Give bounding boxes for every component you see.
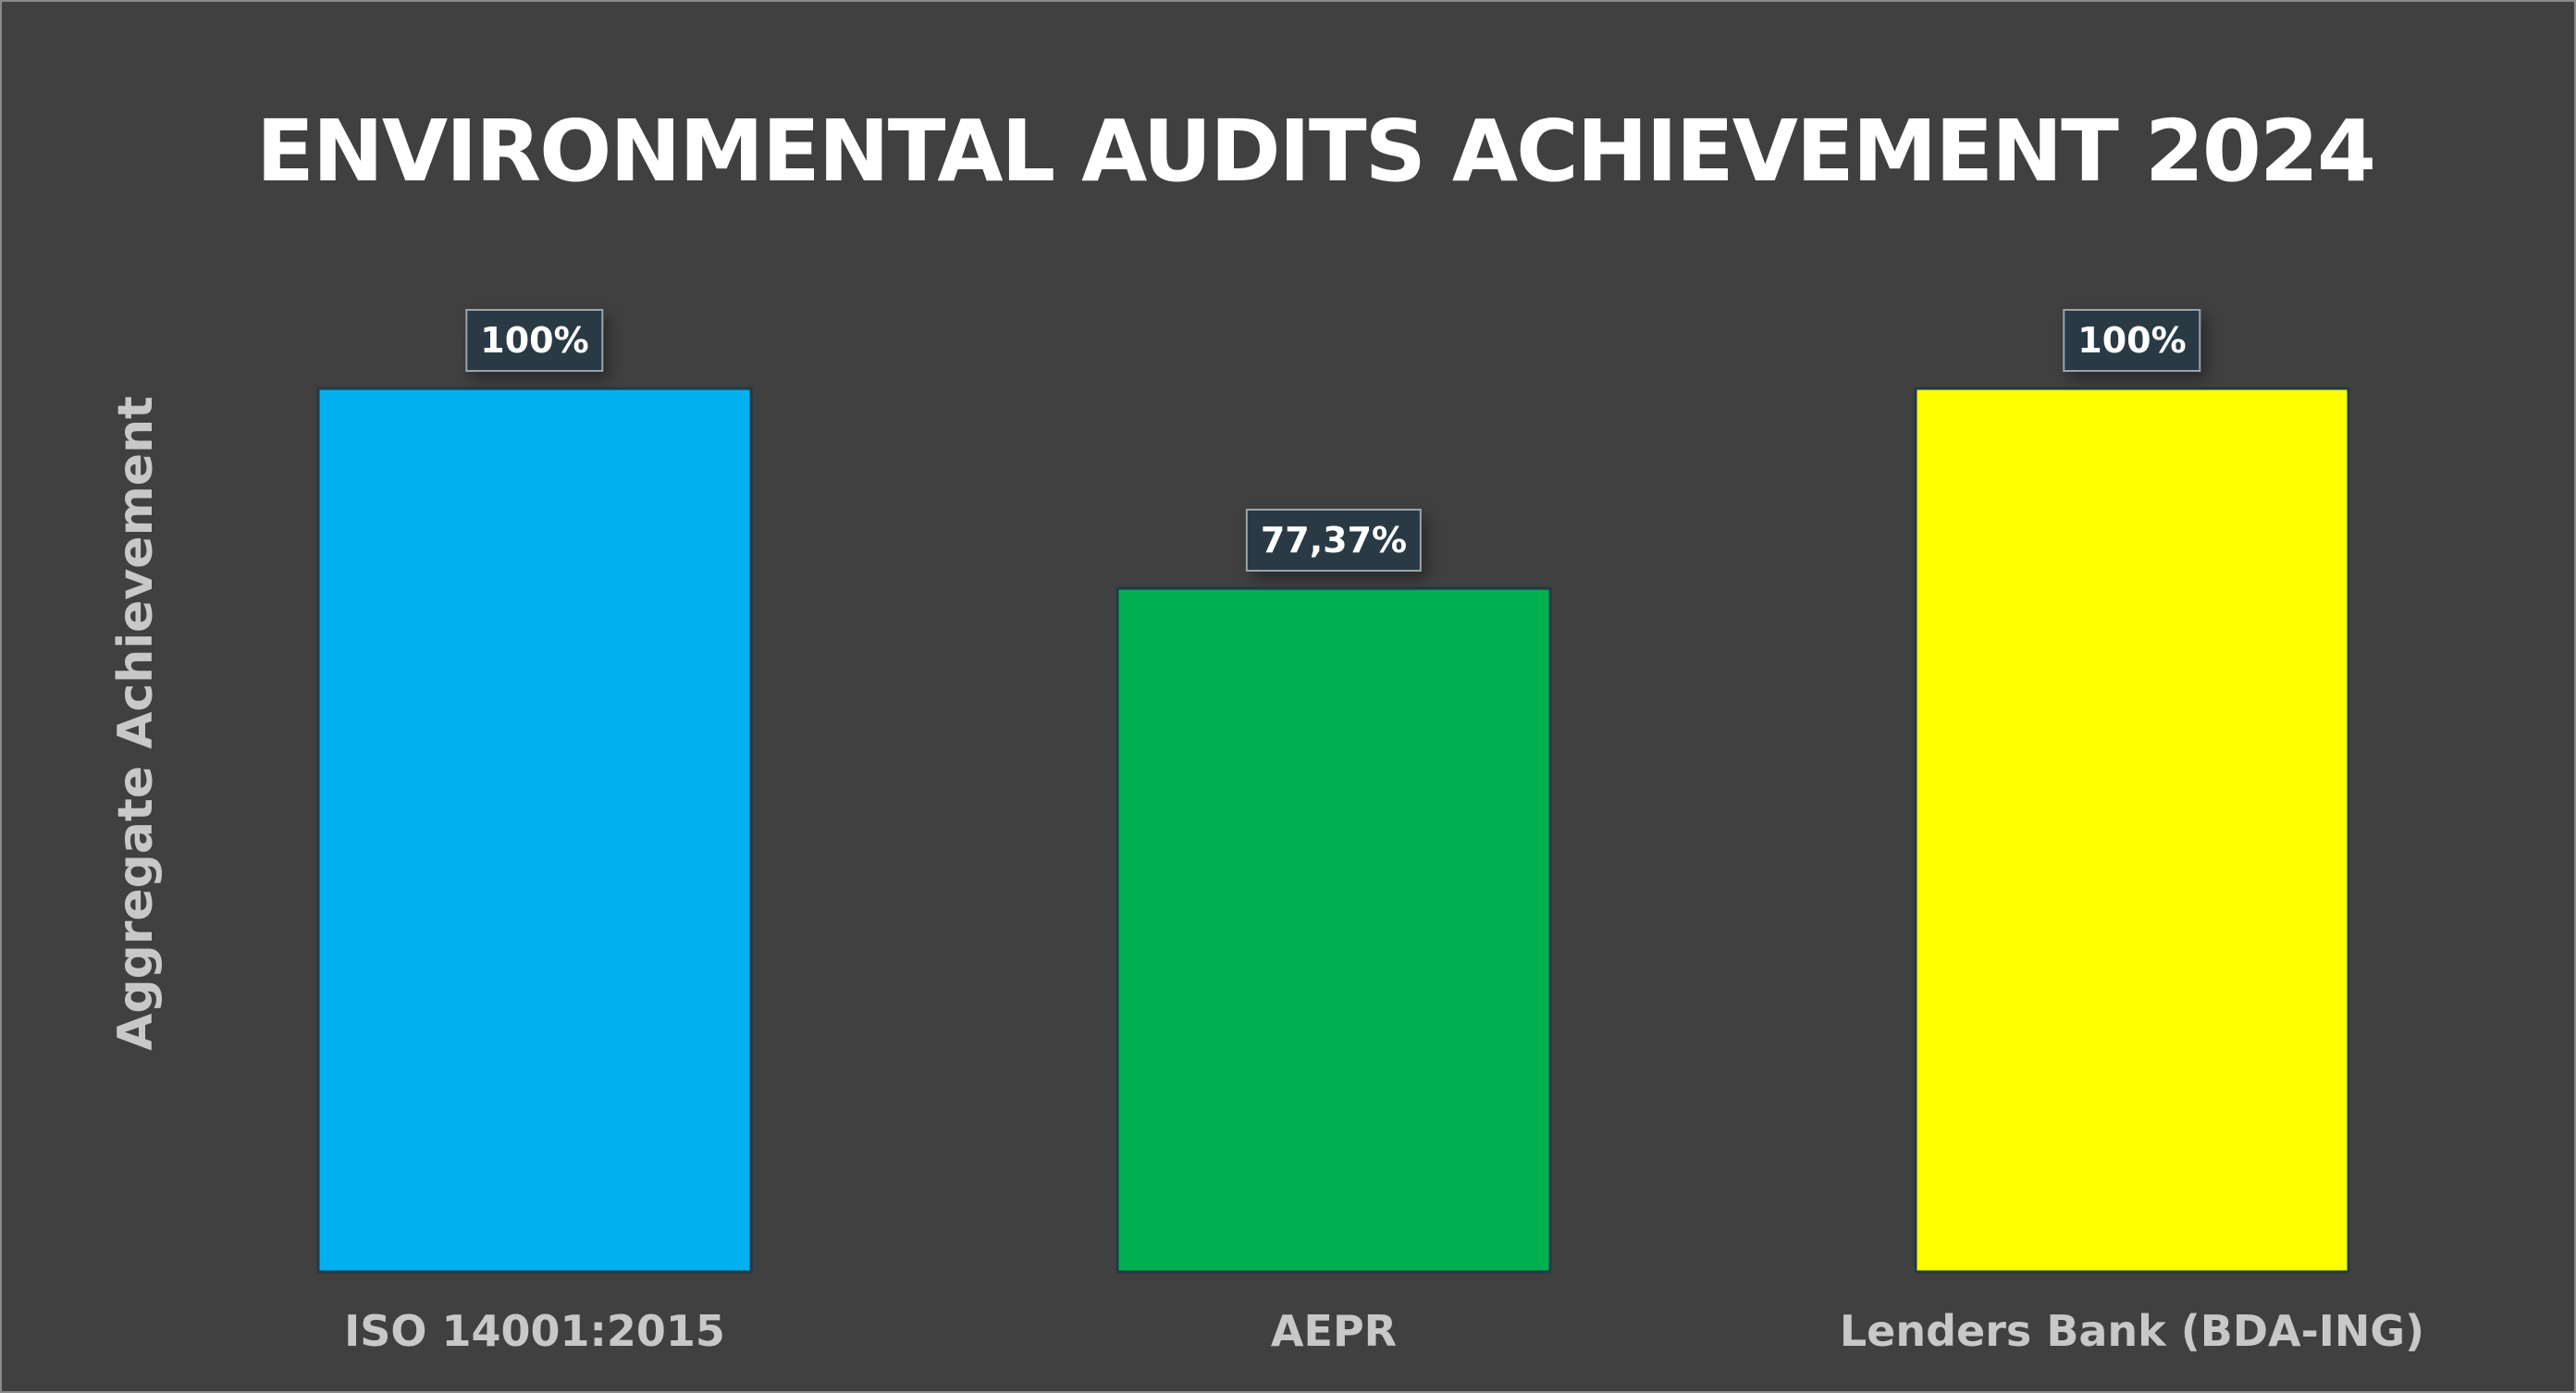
data-label-2: 100% <box>2063 309 2201 372</box>
chart-title: ENVIRONMENTAL AUDITS ACHIEVEMENT 2024 <box>256 102 2376 201</box>
category-label-2: Lenders Bank (BDA-ING) <box>1839 1306 2425 1356</box>
data-label-0: 100% <box>465 309 604 372</box>
data-label-1: 77,37% <box>1245 509 1423 573</box>
bar-0 <box>316 387 753 1274</box>
category-label-1: AEPR <box>1270 1306 1398 1356</box>
category-label-0: ISO 14001:2015 <box>344 1306 725 1356</box>
bar-2 <box>1914 387 2350 1274</box>
bar-1 <box>1115 586 1552 1274</box>
